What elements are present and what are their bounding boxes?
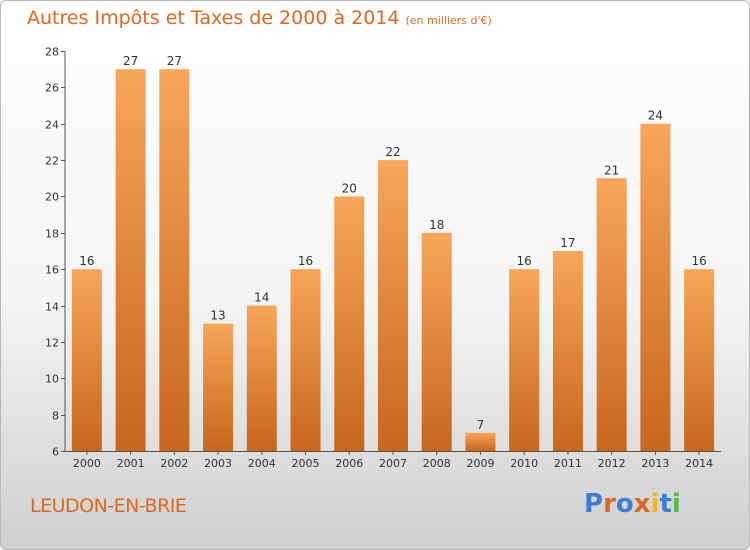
y-tick-label: 10 [45, 373, 59, 386]
bar-value-label: 18 [429, 218, 444, 232]
bar-2003 [203, 323, 234, 451]
bar-value-label: 16 [691, 254, 706, 268]
bar-value-label: 21 [604, 163, 619, 177]
y-tick-label: 18 [45, 228, 59, 241]
x-tick-label: 2000 [73, 457, 101, 470]
bars-group: 16 27 27 13 14 16 20 22 18 7 16 17 21 24 16 [71, 54, 715, 452]
logo-letter: i [671, 489, 681, 519]
y-tick-label: 6 [52, 446, 59, 459]
bar-2005 [290, 269, 321, 451]
bar-2011 [552, 251, 583, 451]
y-tick-label: 20 [45, 191, 59, 204]
bar-2001 [115, 69, 146, 451]
bar-2010 [509, 269, 540, 451]
bar-2008 [421, 232, 452, 451]
logo-letter: o [615, 489, 634, 519]
y-tick-label: 14 [45, 301, 59, 314]
bar-value-label: 20 [342, 181, 357, 195]
x-tick-label: 2008 [423, 457, 451, 470]
bar-value-label: 27 [167, 54, 182, 68]
bar-value-label: 16 [79, 254, 94, 268]
y-axis: 6 8 10 12 14 16 18 20 22 24 26 28 [45, 46, 66, 459]
x-tick-label: 2012 [598, 457, 626, 470]
x-tick-label: 2005 [292, 457, 320, 470]
bar-2000 [71, 269, 102, 451]
logo-letter: r [603, 489, 616, 519]
x-tick-label: 2007 [379, 457, 407, 470]
bar-value-label: 7 [477, 418, 485, 432]
bar-2007 [378, 160, 408, 451]
bar-value-label: 17 [560, 236, 575, 250]
y-tick-label: 12 [45, 337, 59, 350]
bar-2009 [465, 432, 496, 451]
x-tick-label: 2013 [641, 457, 669, 470]
bar-2014 [684, 269, 715, 451]
y-tick-label: 26 [45, 82, 59, 95]
proxiti-logo: Proxiti [584, 489, 681, 519]
y-tick-label: 22 [45, 155, 59, 168]
y-tick-label: 28 [45, 46, 59, 59]
bar-2004 [246, 305, 277, 451]
x-tick-label: 2009 [466, 457, 494, 470]
chart-title-unit: (en milliers d'€) [405, 14, 492, 27]
logo-letter: t [659, 489, 672, 519]
y-tick-label: 8 [52, 410, 59, 423]
logo-letter: P [584, 489, 604, 519]
bar-2013 [640, 123, 671, 452]
x-tick-label: 2011 [554, 457, 582, 470]
logo-letter: i [650, 489, 660, 519]
x-tick-label: 2002 [160, 457, 188, 470]
x-tick-label: 2001 [117, 457, 145, 470]
x-tick-label: 2010 [510, 457, 538, 470]
bar-2006 [334, 196, 365, 451]
x-tick-label: 2003 [204, 457, 232, 470]
bar-value-label: 24 [648, 109, 663, 123]
bar-value-label: 13 [210, 309, 225, 323]
y-tick-label: 16 [45, 264, 59, 277]
bar-value-label: 22 [385, 145, 400, 159]
commune-name: LEUDON-EN-BRIE [30, 495, 187, 517]
bar-value-label: 16 [517, 254, 532, 268]
bar-2002 [159, 69, 190, 451]
bar-2012 [596, 178, 627, 452]
x-tick-label: 2014 [685, 457, 713, 470]
bar-value-label: 27 [123, 54, 138, 68]
x-tick-label: 2006 [335, 457, 363, 470]
logo-letter: x [633, 489, 651, 519]
chart-title-text: Autres Impôts et Taxes de 2000 à 2014 [27, 7, 400, 29]
bar-value-label: 14 [254, 291, 269, 305]
bar-value-label: 16 [298, 254, 313, 268]
x-axis: 2000 2001 2002 2003 2004 2005 2006 2007 2008 2009… [65, 451, 721, 470]
chart-title: Autres Impôts et Taxes de 2000 à 2014 (en… [27, 7, 492, 29]
y-tick-label: 24 [45, 119, 59, 132]
x-tick-label: 2004 [248, 457, 276, 470]
